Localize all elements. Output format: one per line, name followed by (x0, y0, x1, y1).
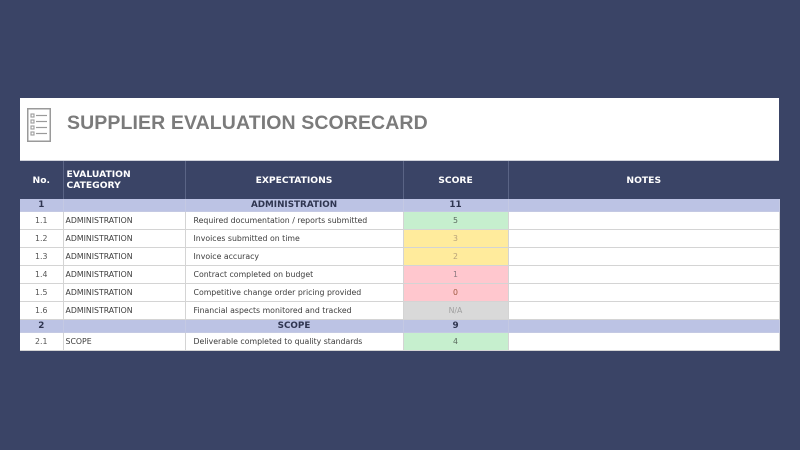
column-header-no[interactable]: No. (20, 161, 64, 199)
section-notes-cell[interactable] (508, 199, 780, 212)
column-header-category[interactable]: EVALUATION CATEGORY (63, 161, 186, 199)
row-notes[interactable] (508, 211, 780, 230)
row-expectation[interactable]: Invoice accuracy (185, 247, 404, 266)
section-number[interactable]: 2 (20, 319, 64, 333)
scorecard-table: No. EVALUATION CATEGORY EXPECTATIONS SCO… (20, 161, 780, 351)
row-expectation[interactable]: Financial aspects monitored and tracked (185, 301, 404, 320)
table-row: 1.5 ADMINISTRATION Competitive change or… (20, 283, 780, 302)
page-title: SUPPLIER EVALUATION SCORECARD (67, 112, 428, 134)
table-row: 1.4 ADMINISTRATION Contract completed on… (20, 265, 780, 284)
row-number[interactable]: 1.1 (20, 211, 64, 230)
row-score[interactable]: 4 (403, 332, 509, 351)
section-score[interactable]: 11 (403, 199, 509, 212)
column-header-expectations[interactable]: EXPECTATIONS (185, 161, 404, 199)
row-score[interactable]: 1 (403, 265, 509, 284)
title-area: SUPPLIER EVALUATION SCORECARD (20, 98, 779, 161)
row-expectation[interactable]: Competitive change order pricing provide… (185, 283, 404, 302)
section-notes-cell[interactable] (508, 319, 780, 333)
row-score[interactable]: 3 (403, 229, 509, 248)
row-expectation[interactable]: Required documentation / reports submitt… (185, 211, 404, 230)
row-number[interactable]: 1.4 (20, 265, 64, 284)
row-category[interactable]: ADMINISTRATION (63, 301, 186, 320)
row-number[interactable]: 1.6 (20, 301, 64, 320)
column-header-notes[interactable]: NOTES (508, 161, 779, 199)
table-row: 1.2 ADMINISTRATION Invoices submitted on… (20, 229, 780, 248)
row-category[interactable]: SCOPE (63, 332, 186, 351)
table-row: 1.6 ADMINISTRATION Financial aspects mon… (20, 301, 780, 320)
row-notes[interactable] (508, 229, 780, 248)
row-number[interactable]: 2.1 (20, 332, 64, 351)
row-score[interactable]: N/A (403, 301, 509, 320)
row-category[interactable]: ADMINISTRATION (63, 211, 186, 230)
section-score[interactable]: 9 (403, 319, 509, 333)
row-expectation[interactable]: Contract completed on budget (185, 265, 404, 284)
table-row: 2.1 SCOPE Deliverable completed to quali… (20, 332, 780, 351)
row-score[interactable]: 5 (403, 211, 509, 230)
row-category[interactable]: ADMINISTRATION (63, 265, 186, 284)
table-row: 1.3 ADMINISTRATION Invoice accuracy 2 (20, 247, 780, 266)
row-category[interactable]: ADMINISTRATION (63, 247, 186, 266)
row-category[interactable]: ADMINISTRATION (63, 283, 186, 302)
row-category[interactable]: ADMINISTRATION (63, 229, 186, 248)
section-row-administration: 1 ADMINISTRATION 11 (20, 199, 780, 212)
section-label[interactable]: ADMINISTRATION (185, 199, 404, 212)
row-expectation[interactable]: Invoices submitted on time (185, 229, 404, 248)
row-score[interactable]: 2 (403, 247, 509, 266)
row-notes[interactable] (508, 283, 780, 302)
table-header-row: No. EVALUATION CATEGORY EXPECTATIONS SCO… (20, 161, 779, 199)
row-score[interactable]: 0 (403, 283, 509, 302)
section-row-scope: 2 SCOPE 9 (20, 319, 780, 333)
section-number[interactable]: 1 (20, 199, 64, 212)
section-label[interactable]: SCOPE (185, 319, 404, 333)
column-header-score[interactable]: SCORE (403, 161, 509, 199)
scorecard-sheet: SUPPLIER EVALUATION SCORECARD No. EVALUA… (20, 98, 780, 351)
row-notes[interactable] (508, 247, 780, 266)
section-blank-cell[interactable] (63, 199, 186, 212)
row-expectation[interactable]: Deliverable completed to quality standar… (185, 332, 404, 351)
row-notes[interactable] (508, 332, 780, 351)
row-number[interactable]: 1.2 (20, 229, 64, 248)
row-number[interactable]: 1.3 (20, 247, 64, 266)
row-notes[interactable] (508, 265, 780, 284)
table-row: 1.1 ADMINISTRATION Required documentatio… (20, 211, 780, 230)
row-number[interactable]: 1.5 (20, 283, 64, 302)
row-notes[interactable] (508, 301, 780, 320)
checklist-document-icon (27, 108, 51, 142)
section-blank-cell[interactable] (63, 319, 186, 333)
